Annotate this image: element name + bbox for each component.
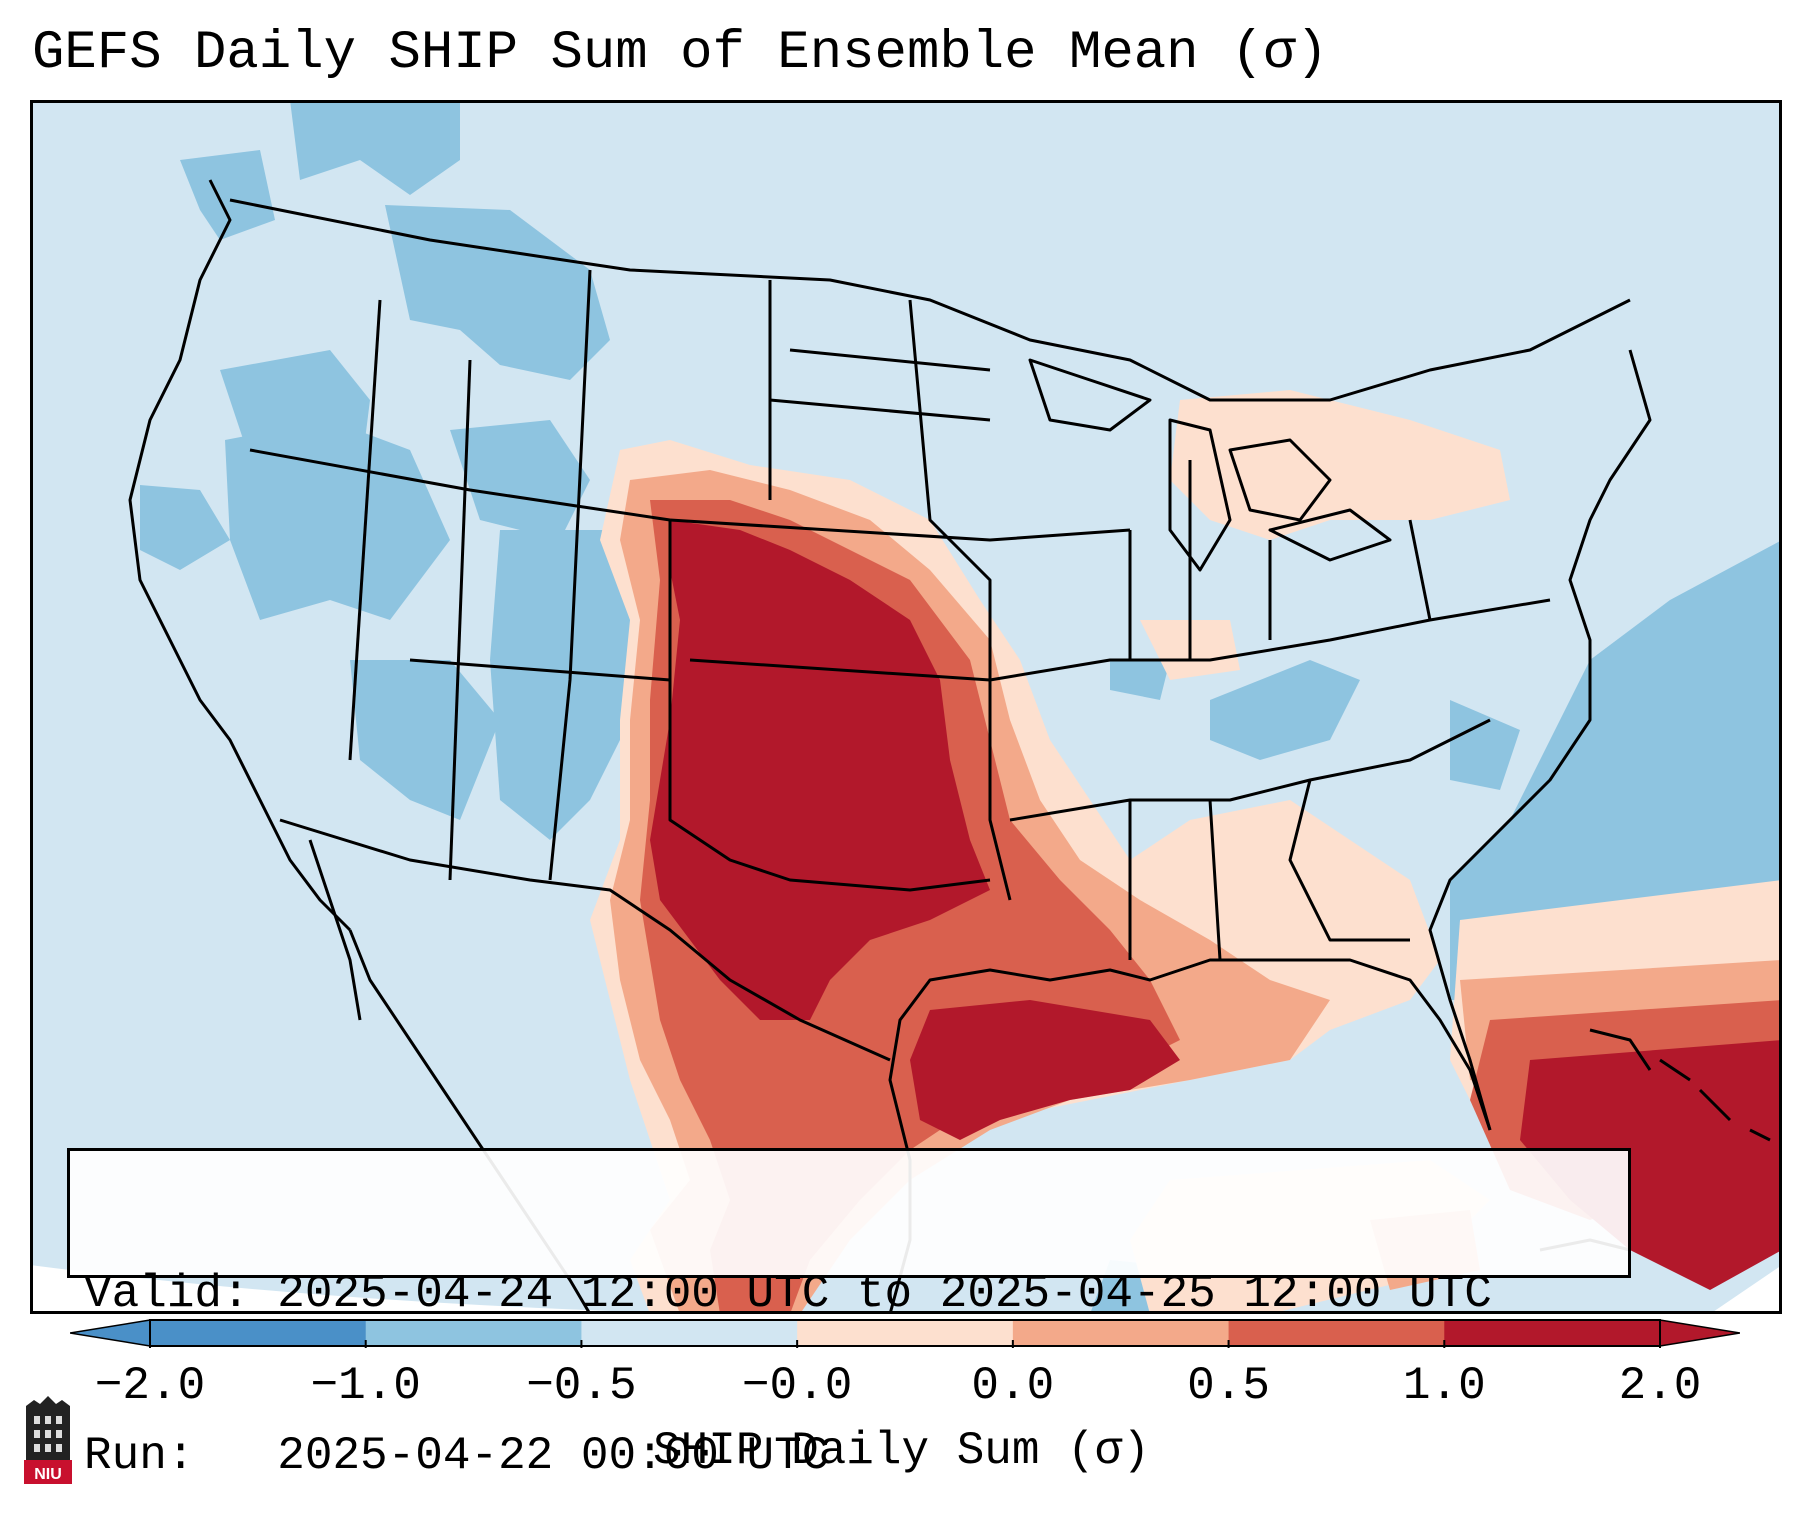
coastlines-and-borders: [128, 179, 1771, 1314]
colorbar-segment: [581, 1320, 798, 1346]
outside-domain-area: [30, 1265, 1230, 1314]
colorbar-tick-label: 0.0: [971, 1360, 1055, 1412]
outside-domain-area-right: [1710, 1265, 1782, 1314]
colorbar-extend-high: [1659, 1319, 1740, 1347]
map-panel: [30, 100, 1782, 1314]
colorbar-tick-label: −1.0: [310, 1360, 421, 1412]
niu-logo: [24, 1396, 72, 1484]
colorbar-segment: [1444, 1320, 1661, 1346]
valid-run-info-box: Valid: 2025-04-24 12:00 UTC to 2025-04-2…: [67, 1148, 1631, 1482]
colorbar-segments: [150, 1320, 1661, 1346]
valid-time-text: Valid: 2025-04-24 12:00 UTC to 2025-04-2…: [84, 1268, 1492, 1320]
colorbar-tick-label: −0.0: [741, 1360, 853, 1412]
run-time-text: Run: 2025-04-22 00:00 UTC: [84, 1430, 830, 1482]
colorbar-segment: [1012, 1320, 1230, 1346]
niu-logo-text: NIU: [34, 1466, 62, 1483]
colorbar-segment: [150, 1320, 367, 1346]
field-very-high-positive: [650, 520, 1782, 1290]
map-title: GEFS Daily SHIP Sum of Ensemble Mean (σ): [32, 23, 1329, 84]
colorbar-tick-label: −2.0: [94, 1360, 206, 1412]
colorbar-label: SHIP Daily Sum (σ): [653, 1425, 1150, 1477]
ship-anomaly-map: [30, 100, 1782, 1314]
colorbar-tick-label: −0.5: [526, 1360, 637, 1412]
colorbar-extend-low: [70, 1319, 151, 1347]
colorbar: [70, 1319, 1740, 1348]
colorbar-tick-label: 2.0: [1618, 1360, 1702, 1412]
field-negative-west: [140, 100, 1782, 1314]
colorbar-segment: [797, 1320, 1014, 1346]
colorbar-tick-label: 1.0: [1402, 1360, 1486, 1412]
colorbar-tick-marks: [149, 1340, 1661, 1348]
colorbar-segment: [365, 1320, 582, 1346]
colorbar-outline: [149, 1319, 1661, 1347]
map-border: [30, 100, 1782, 1314]
colorbar-tick-label: 0.5: [1187, 1360, 1270, 1412]
colorbar-segment: [1228, 1320, 1445, 1346]
